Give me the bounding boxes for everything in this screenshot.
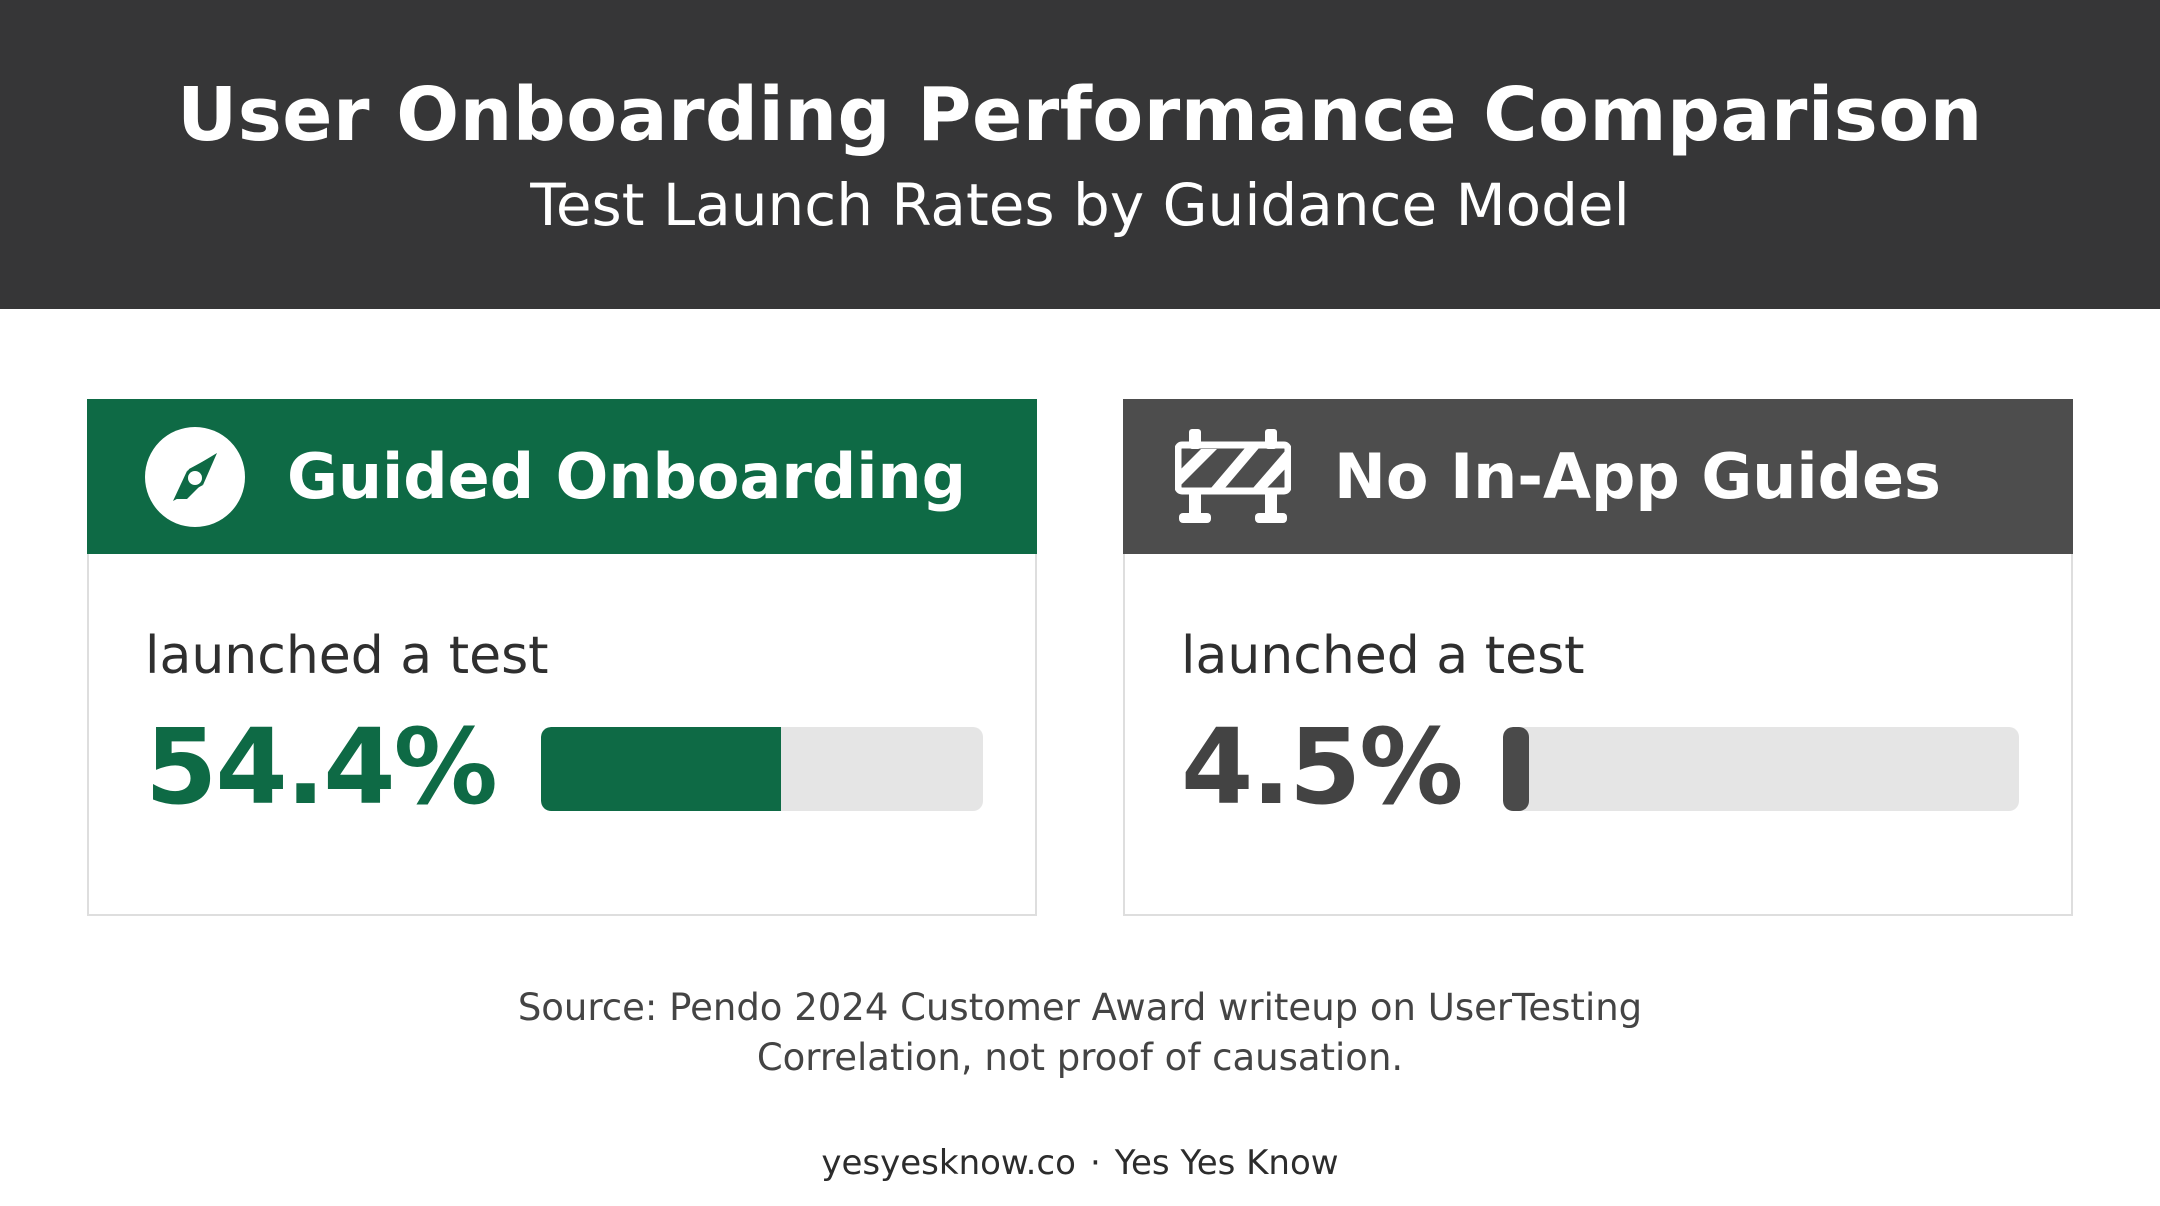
causation-disclaimer: Correlation, not proof of causation. [756, 1036, 1404, 1079]
guided-onboarding-title: Guided Onboarding [287, 440, 967, 513]
no-guides-progress-fill [1503, 727, 1529, 811]
no-guides-title: No In-App Guides [1334, 440, 1941, 513]
guided-metric-label: launched a test [145, 626, 549, 686]
compass-icon [143, 425, 247, 529]
source-note: Source: Pendo 2024 Customer Award writeu… [517, 986, 1643, 1029]
footer-brand: Yes Yes Know [1114, 1143, 1339, 1183]
no-guides-progress-track [1503, 727, 2019, 811]
footer-site: yesyesknow.co [821, 1143, 1076, 1183]
page-subtitle: Test Launch Rates by Guidance Model [530, 171, 1630, 239]
guided-progress-fill [541, 727, 782, 811]
no-guides-metric-label: launched a test [1181, 626, 1585, 686]
footer-credit: yesyesknow.co · Yes Yes Know [0, 1138, 2160, 1188]
footer-separator: · [1089, 1143, 1101, 1183]
guided-onboarding-card-header: Guided Onboarding [87, 399, 1037, 554]
guided-metric-value: 54.4% [145, 706, 498, 828]
no-guides-card-header: No In-App Guides [1123, 399, 2073, 554]
roadblock-barrier-icon [1174, 429, 1292, 525]
guided-progress-track [541, 727, 983, 811]
guided-onboarding-card: Guided Onboarding launched a test 54.4% [87, 399, 1037, 916]
no-guides-card: No In-App Guides launched a test 4.5% [1123, 399, 2073, 916]
page-title: User Onboarding Performance Comparison [177, 72, 1983, 158]
header-banner: User Onboarding Performance Comparison T… [0, 0, 2160, 309]
no-guides-metric-value: 4.5% [1181, 706, 1463, 828]
